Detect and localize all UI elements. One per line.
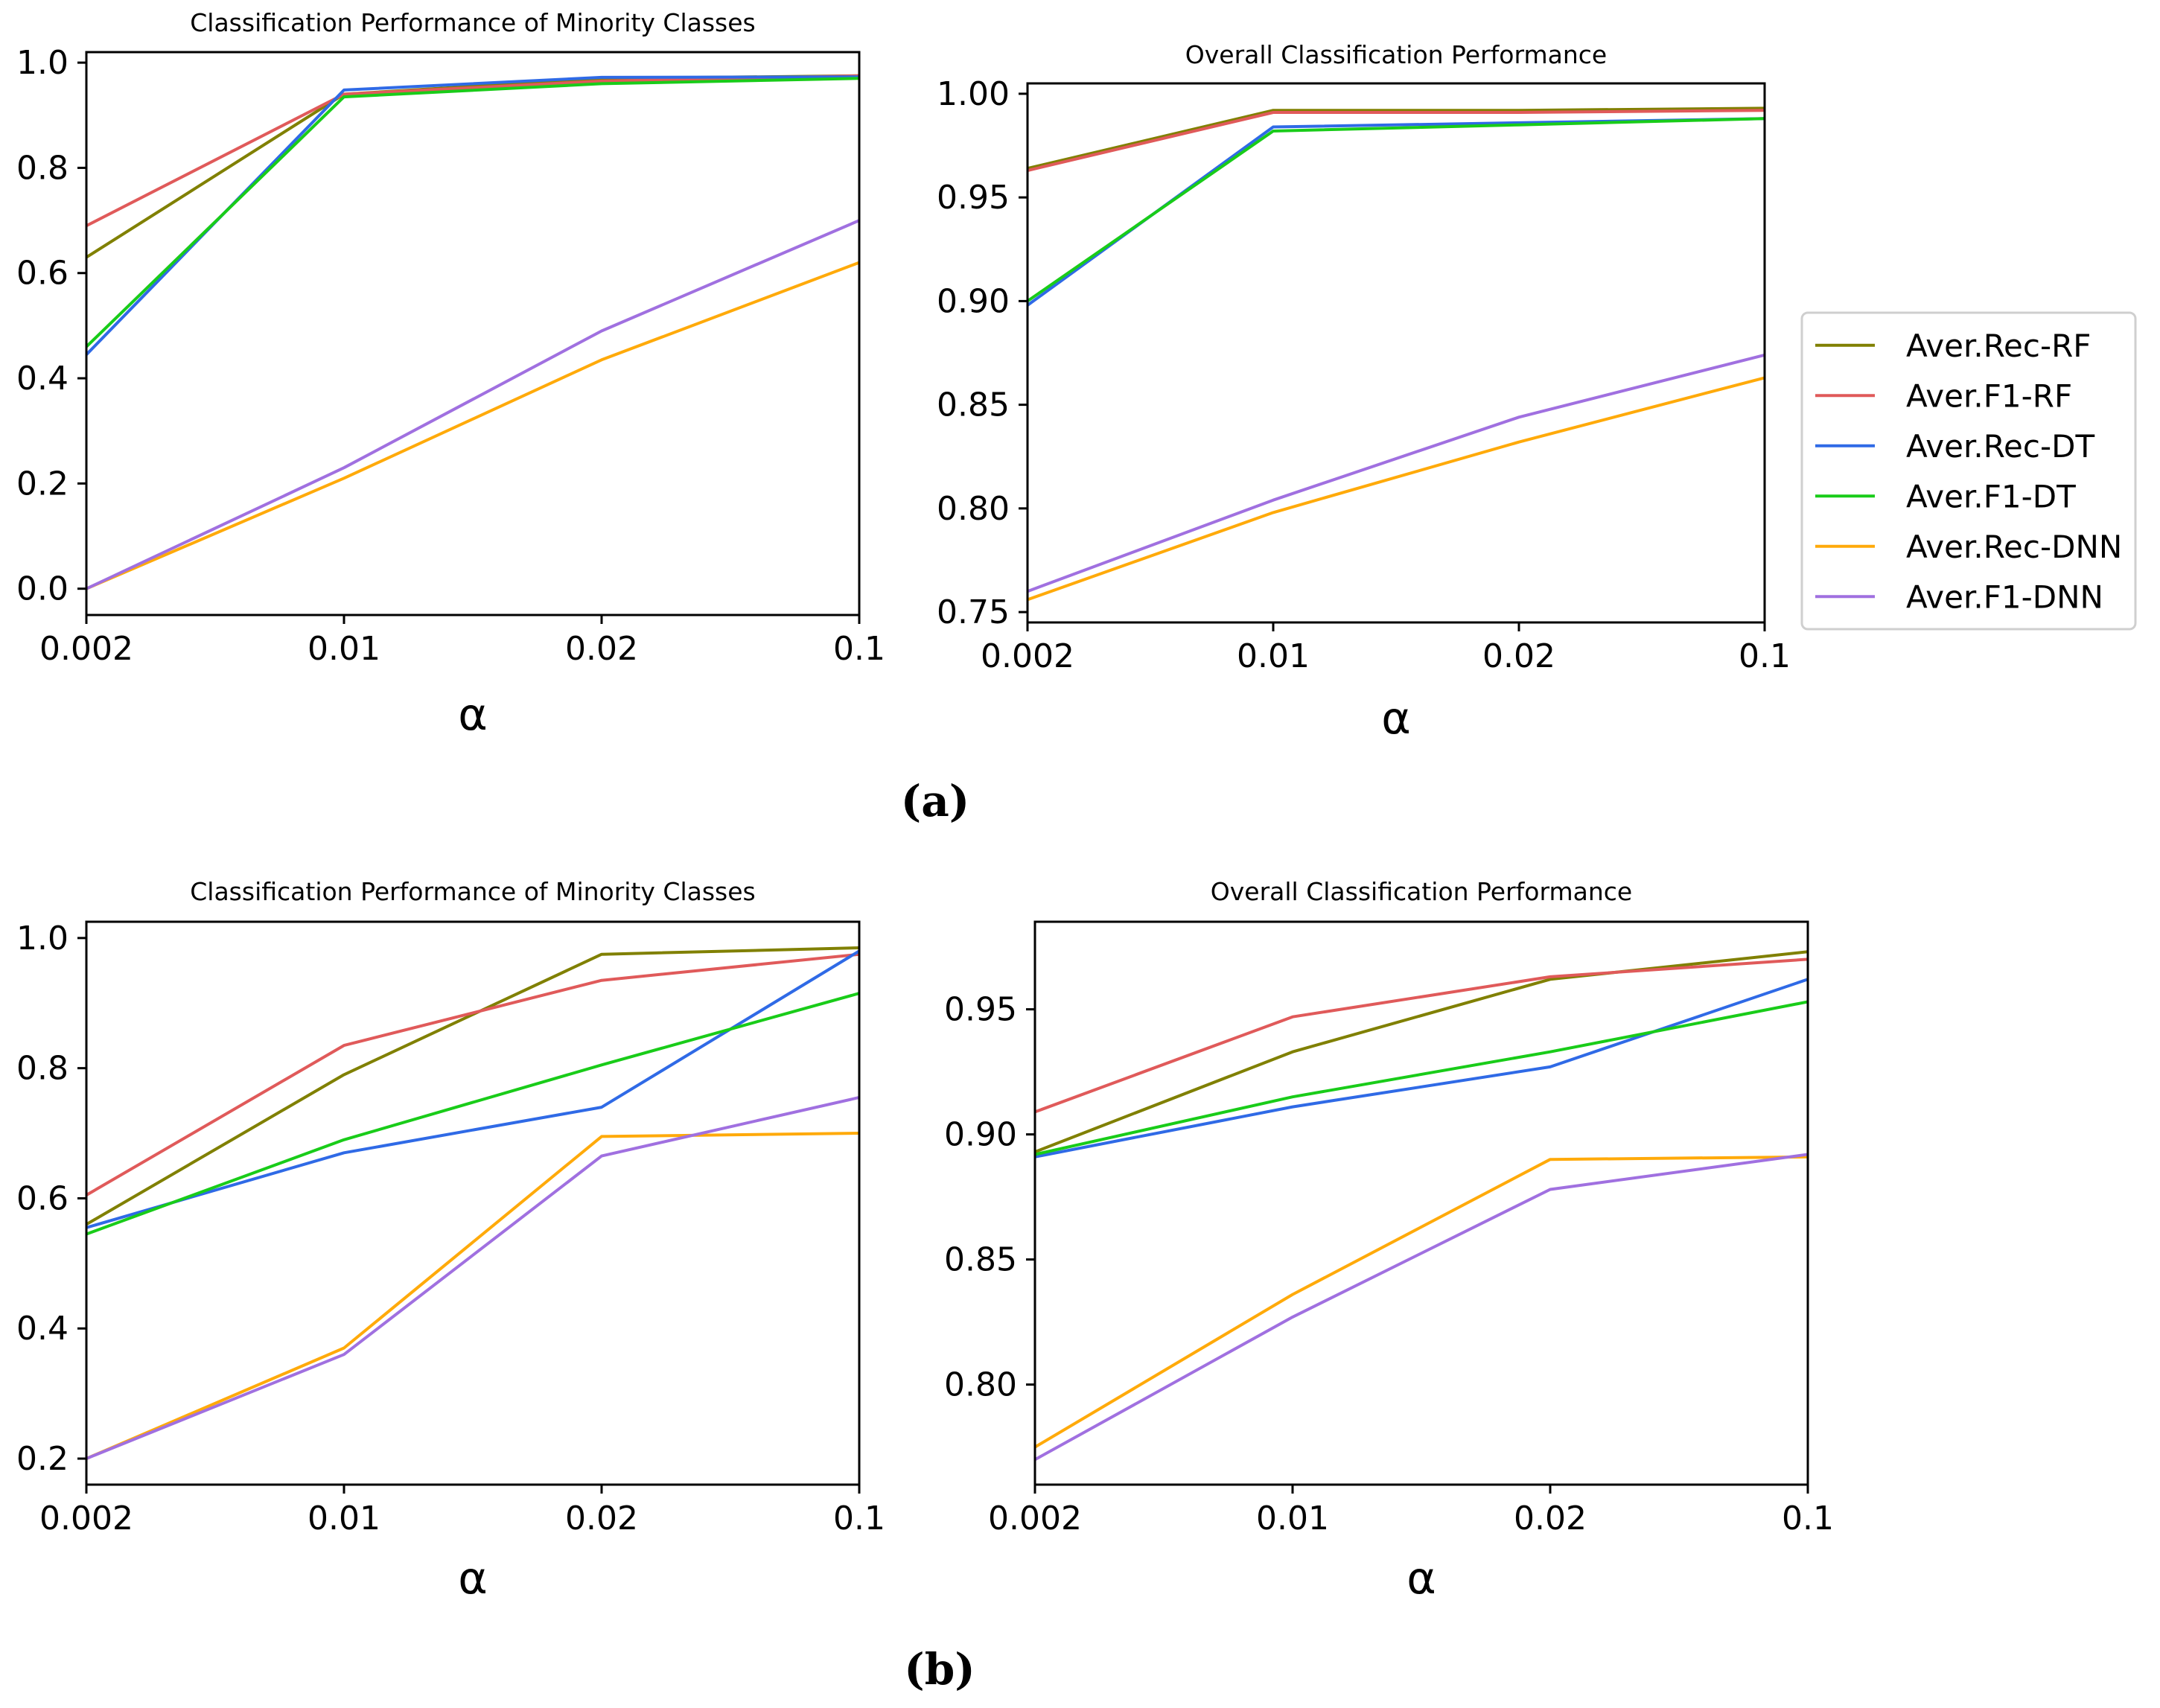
series-line-aver-rec-dnn <box>86 1132 859 1460</box>
y-tick-label: 0.95 <box>944 991 1017 1029</box>
x-axis-label: α <box>1406 1552 1436 1605</box>
y-tick-label: 0.4 <box>16 360 69 398</box>
series-group <box>1028 106 1765 602</box>
series-line-aver-rec-dt <box>86 75 859 356</box>
series-line-aver-f1-dt <box>1028 117 1765 303</box>
x-axis-label: α <box>1381 692 1411 745</box>
series-line-aver-f1-dnn <box>86 219 859 590</box>
x-axis-label: α <box>458 689 488 741</box>
chart-b-minority: Classification Performance of Minority C… <box>16 877 885 1605</box>
chart-a-minority: Classification Performance of Minority C… <box>16 8 885 741</box>
chart-title: Overall Classification Performance <box>1211 877 1632 906</box>
x-tick-label: 0.1 <box>833 1500 885 1537</box>
series-line-aver-rec-rf <box>86 946 859 1226</box>
series-line-aver-f1-dt <box>86 77 859 348</box>
panel-label-b: (b) <box>904 1644 975 1695</box>
y-tick-label: 1.00 <box>937 75 1010 113</box>
y-tick-label: 0.95 <box>937 179 1010 217</box>
y-tick-label: 0.8 <box>16 149 69 187</box>
x-axis-label: α <box>458 1552 488 1605</box>
series-line-aver-rec-dt <box>1028 117 1765 307</box>
series-line-aver-rec-rf <box>1028 106 1765 171</box>
legend-label: Aver.Rec-DNN <box>1906 529 2122 565</box>
axes-frame <box>85 51 861 616</box>
series-line-aver-f1-rf <box>1028 109 1765 172</box>
series-group <box>86 74 859 590</box>
y-tick-label: 0.2 <box>16 465 69 503</box>
legend: Aver.Rec-RF Aver.F1-RF Aver.Rec-DT Aver.F1-… <box>1800 311 2137 631</box>
y-tick-label: 0.90 <box>944 1116 1017 1154</box>
axes-frame <box>1026 82 1766 624</box>
series-line-aver-rec-dt <box>1035 978 1808 1159</box>
y-tick-label: 0.2 <box>16 1440 69 1478</box>
series-line-aver-rec-rf <box>1035 950 1808 1153</box>
x-tick-label: 0.002 <box>981 637 1074 675</box>
x-tick-label: 0.1 <box>1782 1500 1834 1537</box>
series-line-aver-f1-dnn <box>1035 1153 1808 1462</box>
y-tick-label: 1.0 <box>16 920 69 957</box>
y-tick-label: 0.85 <box>944 1241 1017 1279</box>
legend-label: Aver.F1-DT <box>1906 478 2076 514</box>
x-tick-label: 0.01 <box>1237 637 1310 675</box>
chart-a-overall: Overall Classification Performance 0.002 0… <box>937 40 1791 745</box>
y-tick-label: 0.80 <box>937 490 1010 528</box>
series-line-aver-rec-dnn <box>86 261 859 590</box>
chart-title: Classification Performance of Minority C… <box>190 8 756 37</box>
x-tick-label: 0.02 <box>565 1500 638 1537</box>
legend-label: Aver.F1-DNN <box>1906 579 2103 615</box>
y-tick-label: 0.4 <box>16 1310 69 1348</box>
y-tick-label: 1.0 <box>16 44 69 82</box>
series-group <box>1035 950 1808 1462</box>
x-tick-label: 0.1 <box>833 630 885 668</box>
axes-frame <box>85 920 861 1486</box>
x-tick-label: 0.002 <box>39 630 133 668</box>
series-line-aver-f1-rf <box>86 952 859 1196</box>
axes-frame <box>1033 920 1809 1486</box>
series-line-aver-f1-dt <box>86 992 859 1236</box>
x-tick-label: 0.002 <box>988 1500 1082 1537</box>
y-tick-label: 0.6 <box>16 255 69 293</box>
x-tick-label: 0.02 <box>1482 637 1555 675</box>
legend-box <box>1800 311 2137 631</box>
y-tick-label: 0.90 <box>937 282 1010 320</box>
series-line-aver-rec-dnn <box>1035 1155 1808 1449</box>
y-tick-label: 0.75 <box>937 593 1010 631</box>
x-tick-label: 0.01 <box>308 1500 380 1537</box>
series-line-aver-f1-rf <box>86 74 859 227</box>
legend-label: Aver.Rec-DT <box>1906 428 2094 465</box>
legend-label: Aver.F1-RF <box>1906 377 2072 414</box>
x-tick-label: 0.002 <box>39 1500 133 1537</box>
chart-b-overall: Overall Classification Performance 0.002 0… <box>944 877 1834 1605</box>
y-tick-label: 0.8 <box>16 1050 69 1088</box>
x-tick-label: 0.02 <box>565 630 638 668</box>
series-line-aver-f1-dnn <box>1028 353 1765 593</box>
y-tick-label: 0.6 <box>16 1179 69 1217</box>
series-group <box>86 946 859 1460</box>
legend-label: Aver.Rec-RF <box>1906 328 2091 364</box>
x-tick-label: 0.02 <box>1514 1500 1587 1537</box>
series-line-aver-rec-dnn <box>1028 376 1765 602</box>
series-line-aver-f1-dnn <box>86 1096 859 1460</box>
x-tick-label: 0.01 <box>308 630 380 668</box>
series-line-aver-rec-dt <box>86 949 859 1229</box>
y-tick-label: 0.80 <box>944 1366 1017 1404</box>
y-tick-label: 0.85 <box>937 386 1010 424</box>
chart-title: Overall Classification Performance <box>1185 40 1607 69</box>
x-tick-label: 0.1 <box>1739 637 1791 675</box>
series-line-aver-f1-rf <box>1035 957 1808 1114</box>
panel-label-a: (a) <box>901 776 969 826</box>
chart-title: Classification Performance of Minority C… <box>190 877 756 906</box>
x-tick-label: 0.01 <box>1256 1500 1329 1537</box>
series-line-aver-f1-dt <box>1035 1000 1808 1156</box>
y-tick-label: 0.0 <box>16 570 69 608</box>
